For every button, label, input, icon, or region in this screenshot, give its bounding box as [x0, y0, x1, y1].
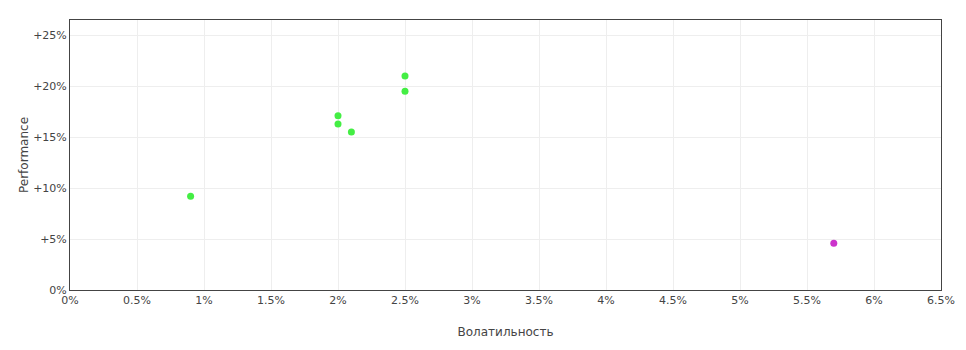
svg-text:0.5%: 0.5% [123, 294, 151, 307]
svg-text:+10%: +10% [33, 182, 67, 195]
svg-text:+5%: +5% [40, 233, 67, 246]
svg-text:Performance: Performance [17, 117, 31, 193]
svg-text:4.5%: 4.5% [659, 294, 687, 307]
svg-text:6%: 6% [865, 294, 882, 307]
svg-text:0%: 0% [61, 294, 78, 307]
svg-text:5%: 5% [731, 294, 748, 307]
svg-text:4%: 4% [597, 294, 614, 307]
svg-text:3%: 3% [463, 294, 480, 307]
svg-text:+25%: +25% [33, 29, 67, 42]
svg-text:1%: 1% [195, 294, 212, 307]
svg-text:2.5%: 2.5% [391, 294, 419, 307]
svg-text:+20%: +20% [33, 80, 67, 93]
svg-text:5.5%: 5.5% [793, 294, 821, 307]
svg-text:Волатильность: Волатильность [458, 325, 554, 339]
svg-text:3.5%: 3.5% [525, 294, 553, 307]
svg-text:+15%: +15% [33, 131, 67, 144]
svg-text:6.5%: 6.5% [927, 294, 955, 307]
svg-text:2%: 2% [329, 294, 346, 307]
svg-text:1.5%: 1.5% [257, 294, 285, 307]
svg-text:0%: 0% [49, 284, 66, 297]
